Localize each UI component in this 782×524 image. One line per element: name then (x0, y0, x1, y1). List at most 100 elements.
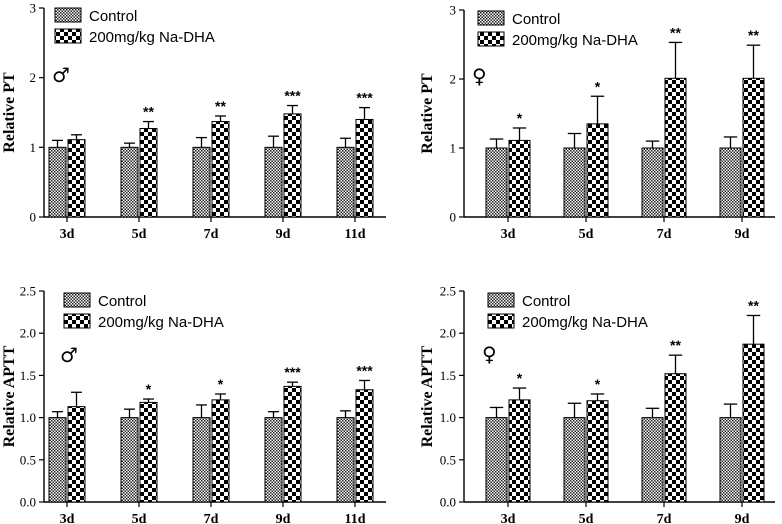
y-tick-label: 1.5 (20, 368, 36, 383)
significance-label: *** (284, 88, 301, 104)
y-tick-label: 0.5 (440, 452, 456, 467)
chart-panel-female-aptt: 0.0 0.5 1.0 1.5 2.0 2.5 Relative APTT * 3d * 5d ** 7… (419, 284, 775, 524)
legend-label: 200mg/kg Na-DHA (98, 314, 224, 331)
significance-label: *** (356, 362, 373, 378)
y-tick-label: 2.0 (20, 326, 36, 341)
bar-control (264, 146, 283, 218)
bar-control (264, 417, 283, 503)
x-tick-label: 5d (579, 227, 594, 242)
legend-label: Control (98, 293, 146, 310)
x-tick-label: 7d (657, 512, 672, 524)
bar-control (563, 147, 586, 218)
y-tick-label: 0.0 (440, 495, 456, 510)
bar-na-dha (664, 373, 687, 503)
bar-control (336, 417, 355, 503)
chart-panel-female-pt: 0 1 2 3 Relative PT * 3d * 5d ** 7d ** 9d Control 200m… (419, 3, 775, 242)
significance-label: * (218, 376, 224, 392)
bar-control (485, 147, 508, 218)
male-symbol-icon: ♂ (52, 63, 70, 87)
bar-control (641, 147, 664, 218)
bar-na-dha (664, 77, 687, 218)
bar-control (641, 417, 664, 503)
bar-na-dha (283, 113, 302, 218)
y-tick-label: 3 (450, 3, 457, 18)
bar-control (192, 417, 211, 503)
legend-swatch-control (487, 292, 515, 308)
legend-swatch-na-dha (54, 28, 82, 44)
female-symbol-icon: ♀ (472, 64, 487, 88)
y-axis-label: Relative APTT (419, 345, 436, 447)
female-symbol-icon: ♀ (482, 342, 497, 366)
bar-na-dha (67, 139, 86, 218)
bar-control (485, 417, 508, 503)
legend-label: Control (89, 8, 137, 25)
significance-label: ** (748, 297, 759, 313)
x-tick-label: 5d (579, 512, 594, 524)
y-tick-label: 1.0 (20, 410, 36, 425)
y-tick-label: 0 (450, 210, 457, 225)
y-tick-label: 0.0 (20, 495, 36, 510)
chart-panel-male-pt: 0 1 2 3 Relative PT 3d ** 5d ** 7d *** 9d *** 11d Cont… (1, 1, 386, 242)
bar-na-dha (508, 139, 531, 218)
bar-control (719, 147, 742, 218)
x-tick-label: 9d (276, 227, 291, 242)
significance-label: * (146, 381, 152, 397)
y-tick-label: 1 (450, 141, 457, 156)
x-tick-label: 3d (60, 227, 75, 242)
legend-swatch-control (477, 10, 505, 26)
y-tick-label: 2.0 (440, 326, 456, 341)
y-tick-label: 0.5 (20, 452, 36, 467)
male-symbol-icon: ♂ (60, 343, 78, 367)
bar-control (719, 417, 742, 503)
bar-na-dha (211, 121, 230, 218)
bar-na-dha (742, 343, 765, 503)
y-axis-label: Relative PT (419, 73, 436, 154)
bar-na-dha (283, 385, 302, 503)
significance-label: ** (748, 27, 759, 43)
x-tick-label: 7d (657, 227, 672, 242)
bar-na-dha (139, 128, 158, 218)
y-tick-label: 3 (30, 1, 37, 16)
significance-label: * (595, 78, 601, 94)
x-tick-label: 7d (204, 227, 219, 242)
y-axis-label: Relative APTT (1, 345, 18, 447)
bar-control (48, 146, 67, 218)
bar-control (120, 146, 139, 218)
x-tick-label: 5d (132, 227, 147, 242)
legend-swatch-control (54, 7, 82, 23)
y-tick-label: 2.5 (440, 284, 456, 299)
x-tick-label: 11d (344, 227, 365, 242)
bar-na-dha (139, 401, 158, 503)
bar-control (336, 146, 355, 218)
bar-control (563, 417, 586, 503)
x-tick-label: 9d (735, 512, 750, 524)
significance-label: ** (670, 24, 681, 40)
legend-swatch-na-dha (477, 31, 505, 47)
x-tick-label: 3d (501, 512, 516, 524)
significance-label: *** (356, 90, 373, 106)
y-tick-label: 2 (30, 70, 37, 85)
bar-na-dha (586, 123, 609, 218)
significance-label: ** (143, 104, 154, 120)
y-tick-label: 2 (450, 72, 457, 87)
legend-label: Control (522, 293, 570, 310)
bar-control (48, 417, 67, 503)
significance-label: ** (670, 337, 681, 353)
significance-label: * (595, 376, 601, 392)
significance-label: ** (215, 98, 226, 114)
y-tick-label: 1 (30, 140, 37, 155)
x-tick-label: 9d (276, 512, 291, 524)
y-axis-label: Relative PT (1, 72, 18, 153)
x-tick-label: 5d (132, 512, 147, 524)
bar-control (192, 146, 211, 218)
significance-label: * (517, 370, 523, 386)
legend-swatch-na-dha (487, 313, 515, 329)
bar-na-dha (508, 399, 531, 503)
legend-swatch-na-dha (63, 313, 91, 329)
significance-label: *** (284, 364, 301, 380)
legend-swatch-control (63, 292, 91, 308)
bar-na-dha (586, 400, 609, 503)
bar-na-dha (67, 406, 86, 503)
bar-na-dha (355, 118, 374, 218)
